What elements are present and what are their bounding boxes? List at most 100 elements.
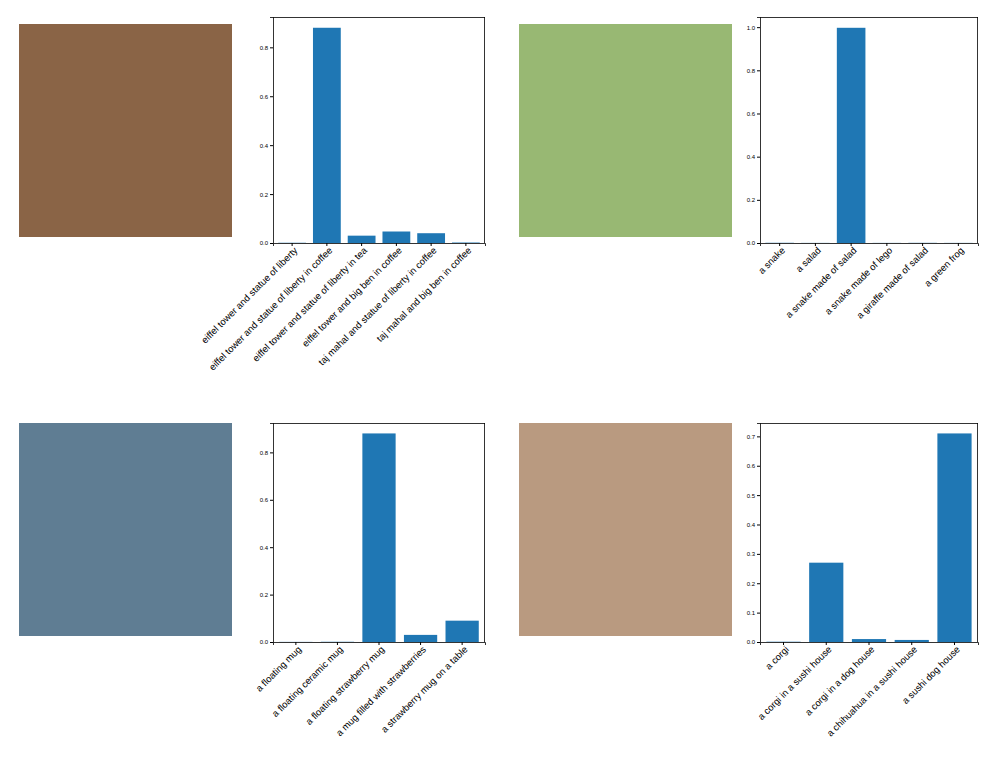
- tick-label: 0.2: [747, 581, 756, 587]
- tick: 0.0: [260, 240, 273, 246]
- tick: 0.2: [747, 581, 760, 587]
- x-axis: a floating muga floating ceramic muga fl…: [253, 642, 485, 738]
- y-axis: 0.00.10.20.30.40.50.60.7: [747, 424, 761, 646]
- tick-mark: [270, 452, 273, 453]
- bar: [313, 28, 341, 243]
- tick-label: 0.8: [260, 45, 269, 51]
- bar: [348, 236, 376, 243]
- chart: 0.00.20.40.60.8a floating muga floating …: [253, 423, 485, 738]
- bar: [765, 242, 794, 243]
- tick: a corgi: [763, 642, 791, 672]
- tick: taj mahal and big ben in coffee: [374, 243, 473, 344]
- bar: [937, 433, 971, 642]
- tick-mark: [757, 70, 760, 71]
- tick-label: a snake: [756, 245, 787, 276]
- tick: a snake: [756, 243, 787, 276]
- frame: [977, 17, 978, 243]
- y-axis: 0.0 0.2 0.4 0.6 0.8: [260, 18, 274, 247]
- tick-mark: [270, 595, 273, 596]
- tick-mark: [757, 113, 760, 114]
- tick-label: 0.8: [260, 450, 269, 456]
- canvas: 0.0 0.2 0.4 0.6 0.8 eiffel tower and statue o…: [0, 0, 991, 765]
- tick: 0.8: [260, 450, 273, 456]
- bar: [944, 242, 973, 243]
- tick-mark: [757, 157, 760, 158]
- tick-mark: [270, 642, 273, 643]
- tick: a snake made of salad: [783, 243, 858, 320]
- tick-label: a sushi dog house: [900, 644, 962, 706]
- y-axis: 0.00.20.40.60.8: [260, 424, 274, 646]
- bar: [766, 641, 800, 642]
- tick: 0.0: [260, 639, 273, 645]
- x-axis: a corgia corgi in a sushi housea corgi i…: [755, 642, 978, 738]
- plot-area: [278, 28, 480, 243]
- tick: 0.4: [260, 143, 273, 149]
- tick: 1.0: [747, 25, 760, 31]
- tick: a corgi in a dog house: [803, 642, 877, 718]
- tick: 0.1: [747, 610, 760, 616]
- bar: [873, 242, 902, 243]
- chart: 0.0 0.2 0.4 0.6 0.8 eiffel tower and statue o…: [199, 17, 486, 372]
- frame: [977, 423, 978, 642]
- tick: 0.2: [260, 192, 273, 198]
- tick: a strawberry mug on a table: [379, 642, 470, 735]
- tick: 0.0: [747, 639, 760, 645]
- tick: 0.3: [747, 551, 760, 557]
- photo-placeholder: [19, 24, 232, 237]
- tick: a green frog: [922, 243, 966, 289]
- axis-line: [761, 244, 979, 247]
- tick-label: 0.4: [747, 522, 756, 528]
- tick-label: a corgi in a sushi house: [755, 644, 833, 722]
- axis-line: [270, 424, 274, 643]
- photo-placeholder: [519, 24, 732, 237]
- x-axis: a snakea salada snake made of salada sna…: [756, 243, 979, 321]
- tick: a floating ceramic mug: [269, 642, 344, 719]
- tick-label: 0.6: [260, 497, 269, 503]
- tick-label: a chihuahua in a sushi house: [824, 644, 919, 739]
- tick-mark: [270, 547, 273, 548]
- frame: [760, 423, 978, 424]
- chart: 0.00.10.20.30.40.50.60.7a corgia corgi i…: [747, 423, 979, 738]
- tick-label: a giraffe made of salad: [854, 245, 930, 321]
- tick-label: 0.0: [260, 240, 269, 246]
- tick-label: a corgi in a dog house: [803, 644, 877, 718]
- axis-line: [757, 18, 761, 244]
- tick-mark: [757, 243, 760, 244]
- tick: a corgi in a sushi house: [755, 642, 833, 722]
- tick: 0.6: [260, 94, 273, 100]
- frame: [273, 423, 485, 424]
- tick-mark: [270, 145, 273, 146]
- frame: [760, 17, 978, 18]
- frame: [484, 423, 485, 642]
- frame: [273, 17, 485, 18]
- bar: [837, 28, 866, 243]
- tick-label: 0.5: [747, 493, 756, 499]
- tick: 0.6: [747, 111, 760, 117]
- tick-label: 0.6: [260, 94, 269, 100]
- tick-mark: [757, 583, 760, 584]
- x-axis: eiffel tower and statue of libertyeiffel…: [199, 243, 486, 372]
- bar: [278, 242, 306, 243]
- tick-label: a floating ceramic mug: [269, 644, 344, 719]
- bar: [801, 242, 830, 243]
- tick-label: a green frog: [922, 245, 966, 289]
- bar: [452, 242, 480, 243]
- tick: eiffel tower and statue of liberty in co…: [207, 243, 335, 372]
- plot-area: [279, 433, 479, 642]
- bar: [446, 621, 479, 642]
- tick-mark: [757, 495, 760, 496]
- tick-label: 0.0: [747, 240, 756, 246]
- plot-area: [765, 28, 972, 243]
- tick: 0.4: [747, 154, 760, 160]
- chart: 0.00.20.40.60.81.0a snakea salada snake …: [747, 17, 979, 321]
- tick-label: taj mahal and statue of liberty in coffe…: [316, 245, 439, 368]
- tick-label: taj mahal and big ben in coffee: [374, 245, 473, 344]
- bar: [404, 635, 437, 642]
- tick-label: 0.6: [747, 111, 756, 117]
- tick: 0.7: [747, 434, 760, 440]
- tick-label: 1.0: [747, 25, 756, 31]
- tick-mark: [757, 436, 760, 437]
- axis-line: [270, 18, 274, 244]
- tick-label: a snake made of salad: [783, 245, 858, 320]
- y-axis: 0.00.20.40.60.81.0: [747, 18, 761, 247]
